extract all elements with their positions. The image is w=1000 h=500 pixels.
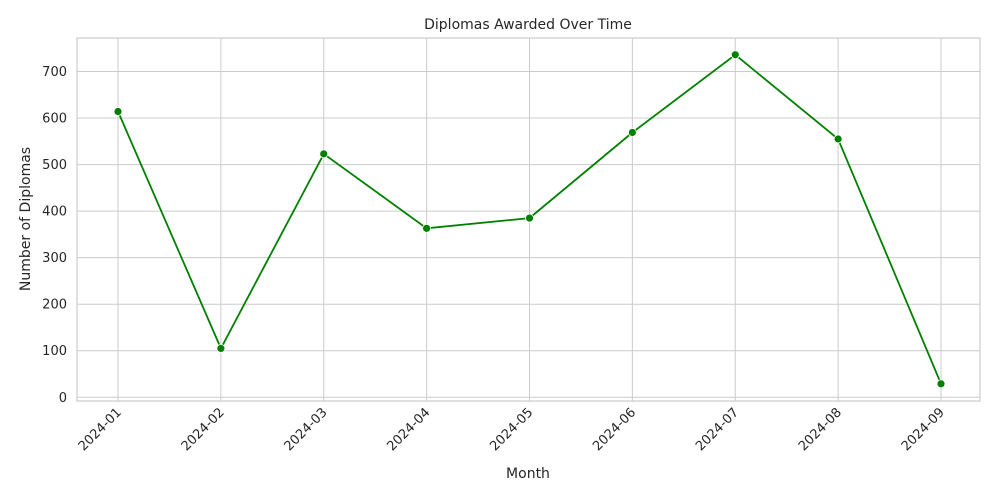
x-tick-label: 2024-09 <box>899 405 948 454</box>
data-point <box>936 379 946 389</box>
x-tick-label: 2024-05 <box>487 405 536 454</box>
chart-title: Diplomas Awarded Over Time <box>424 17 632 33</box>
y-tick-label: 300 <box>42 251 67 266</box>
x-tick-label: 2024-08 <box>796 405 845 454</box>
series-layer <box>113 50 946 389</box>
data-point <box>833 134 843 144</box>
plot-frame <box>76 37 981 402</box>
data-point <box>113 107 123 116</box>
data-point <box>422 223 432 233</box>
x-tick-label: 2024-07 <box>693 405 742 454</box>
y-tick-label: 200 <box>42 298 67 313</box>
data-point <box>216 344 226 353</box>
x-tick-labels: 2024-01 2024-02 2024-03 2024-04 2024-05 2024-… <box>76 405 948 454</box>
y-tick-label: 0 <box>59 391 67 406</box>
x-tick-label: 2024-03 <box>282 405 331 454</box>
x-tick-label: 2024-01 <box>76 405 125 454</box>
y-tick-labels: 0 100 200 300 400 500 600 700 <box>42 65 67 406</box>
y-tick-label: 500 <box>42 158 67 173</box>
x-axis-label: Month <box>506 466 550 482</box>
data-point <box>627 128 637 137</box>
y-tick-label: 700 <box>42 65 67 80</box>
y-tick-label: 400 <box>42 205 67 220</box>
x-tick-label: 2024-06 <box>590 405 639 454</box>
data-point <box>525 213 534 223</box>
y-tick-label: 600 <box>42 112 67 127</box>
y-axis-label: Number of Diplomas <box>18 147 34 291</box>
data-point <box>319 149 329 159</box>
x-tick-label: 2024-04 <box>384 405 433 454</box>
data-point <box>730 50 740 60</box>
x-tick-label: 2024-02 <box>179 405 228 454</box>
y-tick-label: 100 <box>42 344 67 359</box>
